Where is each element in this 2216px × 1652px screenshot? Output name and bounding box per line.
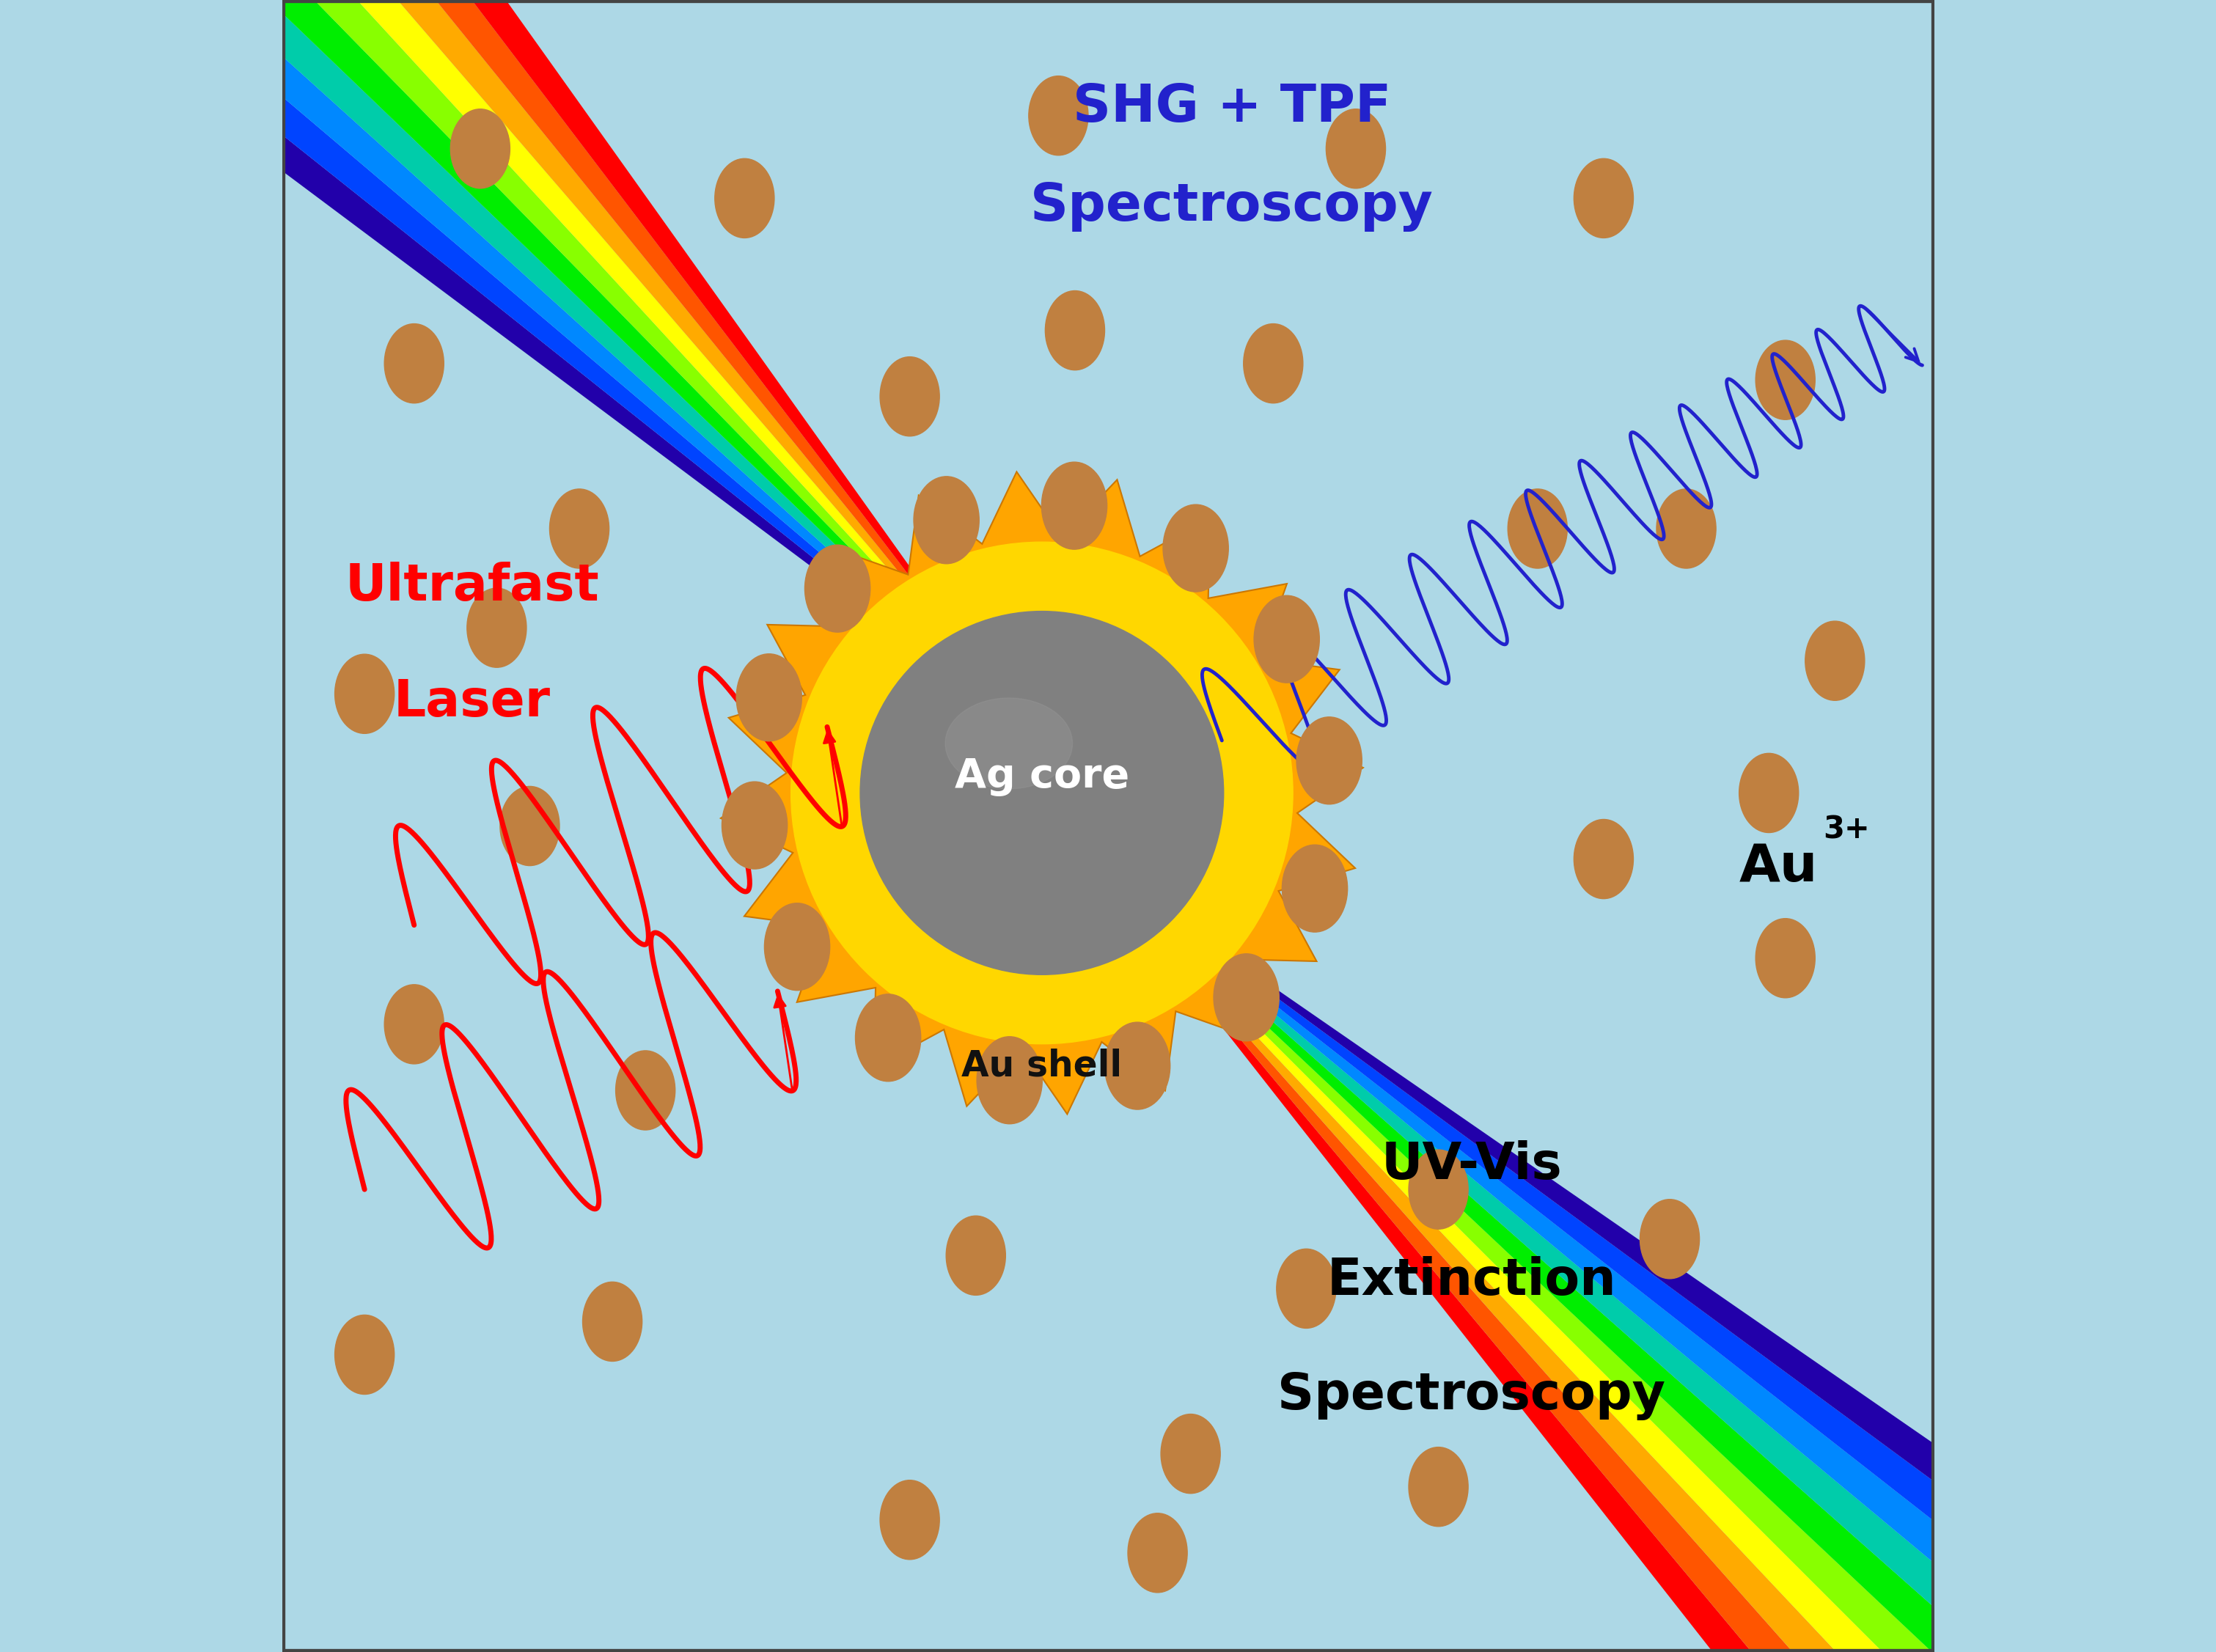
Ellipse shape (1163, 504, 1228, 591)
Ellipse shape (736, 654, 802, 742)
Ellipse shape (1806, 621, 1864, 700)
Ellipse shape (1640, 1199, 1700, 1279)
Ellipse shape (1028, 76, 1088, 155)
Text: Spectroscopy: Spectroscopy (1030, 182, 1434, 231)
Ellipse shape (977, 1036, 1042, 1123)
Text: Laser: Laser (394, 677, 550, 727)
Text: Au: Au (1740, 843, 1817, 892)
Text: 3+: 3+ (1824, 814, 1870, 844)
Ellipse shape (1409, 1447, 1469, 1526)
Text: Au shell: Au shell (962, 1047, 1121, 1084)
Ellipse shape (1161, 1414, 1221, 1493)
Ellipse shape (501, 786, 558, 866)
Ellipse shape (1296, 717, 1363, 805)
Polygon shape (281, 0, 993, 694)
Polygon shape (1119, 895, 1868, 1652)
Polygon shape (377, 0, 997, 691)
Polygon shape (1126, 890, 2017, 1652)
Polygon shape (1124, 894, 1941, 1652)
Polygon shape (720, 472, 1363, 1113)
Ellipse shape (468, 588, 527, 667)
Ellipse shape (880, 357, 940, 436)
Ellipse shape (616, 1051, 676, 1130)
Ellipse shape (550, 489, 609, 568)
Ellipse shape (1573, 819, 1633, 899)
Polygon shape (188, 36, 991, 697)
Ellipse shape (1507, 489, 1567, 568)
Ellipse shape (383, 985, 443, 1064)
Ellipse shape (1128, 1513, 1188, 1593)
Polygon shape (1121, 895, 1892, 1652)
Polygon shape (211, 13, 991, 697)
Text: Extinction: Extinction (1327, 1256, 1615, 1305)
Ellipse shape (765, 904, 829, 991)
Polygon shape (1128, 889, 2068, 1606)
Ellipse shape (1276, 1249, 1336, 1328)
Ellipse shape (1325, 109, 1385, 188)
Polygon shape (259, 0, 993, 695)
Polygon shape (1124, 892, 1968, 1652)
Ellipse shape (880, 1480, 940, 1559)
Ellipse shape (1254, 595, 1319, 682)
Polygon shape (1126, 889, 2041, 1632)
Text: Spectroscopy: Spectroscopy (1279, 1371, 1666, 1421)
Ellipse shape (855, 995, 922, 1082)
Polygon shape (1121, 894, 1917, 1652)
Text: SHG + TPF: SHG + TPF (1073, 83, 1392, 132)
Polygon shape (1124, 890, 1992, 1652)
Ellipse shape (804, 545, 871, 633)
Polygon shape (352, 0, 997, 691)
Text: Ultrafast: Ultrafast (346, 562, 598, 611)
Ellipse shape (1755, 919, 1815, 998)
Ellipse shape (335, 654, 394, 733)
Ellipse shape (583, 1282, 643, 1361)
Ellipse shape (946, 697, 1073, 788)
Ellipse shape (1755, 340, 1815, 420)
Ellipse shape (1658, 489, 1715, 568)
Text: Ag core: Ag core (955, 757, 1130, 796)
Ellipse shape (722, 781, 787, 869)
Ellipse shape (1740, 753, 1799, 833)
Ellipse shape (1106, 1023, 1170, 1110)
Ellipse shape (1214, 953, 1279, 1041)
Circle shape (860, 611, 1223, 975)
Polygon shape (235, 0, 991, 695)
Ellipse shape (450, 109, 510, 188)
Polygon shape (330, 0, 995, 692)
Polygon shape (306, 0, 995, 692)
Ellipse shape (1573, 159, 1633, 238)
Ellipse shape (383, 324, 443, 403)
Ellipse shape (1046, 291, 1106, 370)
Circle shape (791, 542, 1292, 1044)
Ellipse shape (1409, 1150, 1469, 1229)
Ellipse shape (1243, 324, 1303, 403)
Polygon shape (1128, 887, 2092, 1579)
Ellipse shape (335, 1315, 394, 1394)
Polygon shape (164, 59, 988, 699)
Ellipse shape (716, 159, 773, 238)
Ellipse shape (1042, 463, 1108, 550)
Text: UV-Vis: UV-Vis (1381, 1140, 1562, 1189)
Ellipse shape (946, 1216, 1006, 1295)
Ellipse shape (913, 476, 979, 563)
Ellipse shape (1283, 844, 1347, 932)
